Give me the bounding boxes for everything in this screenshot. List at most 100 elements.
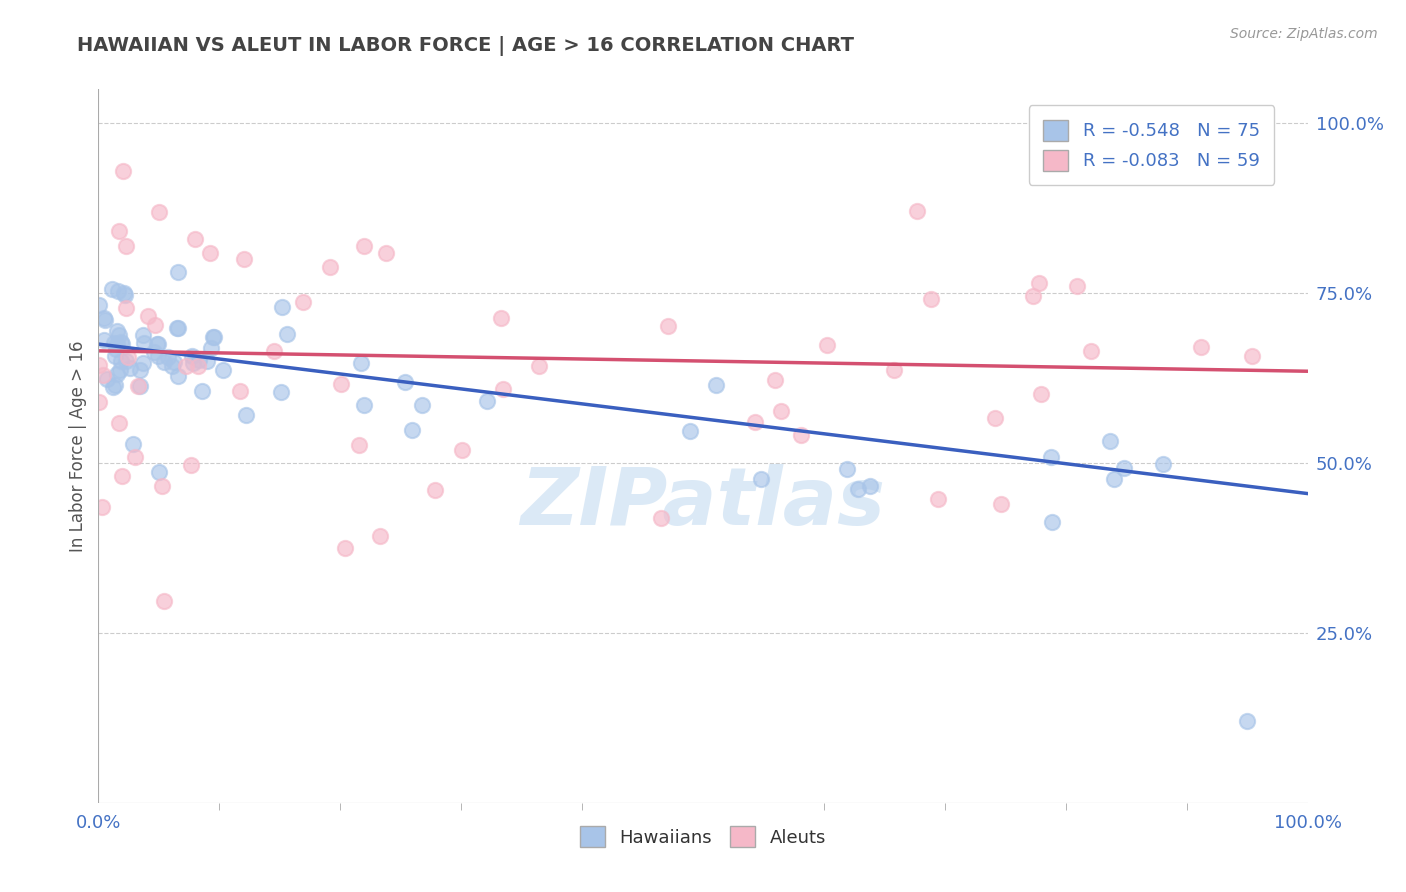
Point [127,379,149,393]
Point [118,361,141,376]
Point [1080,344,1102,359]
Point [114,288,136,302]
Point [128,362,150,376]
Point [292,295,315,310]
Point [191,384,214,398]
Point [335,541,357,555]
Point [124,450,146,465]
Point [411,398,433,412]
Point [263,344,285,359]
Point [1152,457,1174,471]
Point [143,318,166,332]
Point [128,378,150,392]
Point [1114,461,1136,475]
Point [166,320,188,334]
Point [93,333,115,347]
Point [347,438,370,452]
Point [1028,277,1050,291]
Point [744,415,766,429]
Point [115,354,138,368]
Point [117,351,139,365]
Point [1066,279,1088,293]
Point [114,301,136,316]
Point [905,203,928,218]
Point [132,356,155,370]
Point [108,328,131,343]
Point [146,337,169,351]
Point [920,292,942,306]
Point [489,310,512,325]
Point [160,359,183,373]
Text: ZIPatlas: ZIPatlas [520,464,886,542]
Point [122,437,145,451]
Point [187,359,209,373]
Point [91,368,114,382]
Point [180,458,202,472]
Point [181,356,204,370]
Point [1040,515,1063,529]
Point [105,324,128,338]
Point [132,336,155,351]
Point [167,321,190,335]
Point [101,380,124,394]
Point [211,362,233,376]
Point [110,468,132,483]
Point [475,394,498,409]
Point [859,478,882,492]
Point [156,350,179,364]
Point [142,345,165,359]
Point [704,377,727,392]
Point [96,371,118,385]
Point [108,416,131,430]
Point [150,479,173,493]
Point [1022,289,1045,303]
Point [87,358,110,372]
Point [136,309,159,323]
Point [763,373,786,387]
Point [202,329,225,343]
Point [401,423,423,437]
Point [368,529,391,543]
Text: HAWAIIAN VS ALEUT IN LABOR FORCE | AGE > 16 CORRELATION CHART: HAWAIIAN VS ALEUT IN LABOR FORCE | AGE >… [77,36,855,55]
Point [276,326,298,341]
Point [394,375,416,389]
Point [184,232,207,246]
Point [174,359,197,373]
Point [132,328,155,343]
Point [148,204,170,219]
Point [789,427,811,442]
Point [229,384,252,399]
Y-axis label: In Labor Force | Age > 16: In Labor Force | Age > 16 [69,340,87,552]
Point [146,337,169,351]
Point [146,349,169,363]
Point [111,163,134,178]
Point [181,349,204,363]
Point [353,238,375,252]
Point [166,369,188,384]
Point [110,334,132,349]
Point [111,336,134,351]
Point [883,362,905,376]
Point [94,313,117,327]
Point [1031,387,1053,401]
Point [350,356,373,370]
Point [990,497,1012,511]
Point [163,354,186,368]
Point [492,382,515,396]
Point [110,362,132,376]
Point [927,492,949,507]
Point [195,354,218,368]
Point [108,224,131,238]
Point [104,378,127,392]
Point [679,424,702,438]
Point [202,329,225,343]
Point [235,408,257,422]
Point [1099,434,1122,448]
Point [112,285,135,300]
Point [319,260,342,275]
Point [115,239,138,253]
Point [271,300,294,314]
Point [90,500,112,514]
Point [188,352,211,367]
Point [451,442,474,457]
